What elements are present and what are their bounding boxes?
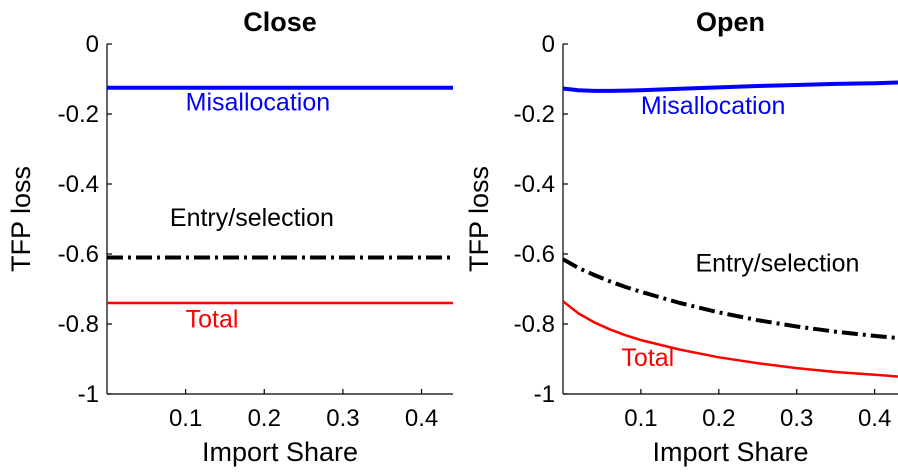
chart-title: Open — [696, 7, 765, 37]
series-annotation: Entry/selection — [695, 250, 859, 278]
y-tick-label: -1 — [534, 381, 555, 408]
x-tick-label: 0.2 — [248, 405, 281, 432]
x-tick-label: 0.4 — [858, 405, 891, 432]
y-tick-label: -1 — [78, 381, 99, 408]
series-annotation: Entry/selection — [170, 204, 334, 232]
y-tick-label: 0 — [542, 31, 555, 58]
x-tick-label: 0.2 — [702, 405, 735, 432]
x-tick-label: 0.3 — [326, 405, 359, 432]
chart-close: Close 0 -0.2 -0.4 -0.6 -0.8 -1 0.1 0.2 0.3 0.4 Impo… — [6, 7, 453, 467]
x-tick-label: 0.1 — [169, 405, 202, 432]
series-annotation: Total — [186, 306, 239, 334]
y-tick-label: -0.2 — [58, 101, 99, 128]
y-tick-label: -0.6 — [58, 241, 99, 268]
y-tick-label: -0.8 — [514, 311, 555, 338]
x-tick-label: 0.4 — [405, 405, 438, 432]
series-annotation: Misallocation — [186, 89, 331, 117]
x-tick-label: 0.1 — [624, 405, 657, 432]
chart-open: Open 0 -0.2 -0.4 -0.6 -0.8 -1 0.1 0.2 0.3 0.4 Impor… — [464, 7, 898, 467]
x-tick-label: 0.3 — [780, 405, 813, 432]
y-axis-label: TFP loss — [6, 166, 36, 272]
y-tick-label: -0.6 — [514, 241, 555, 268]
y-tick-label: -0.4 — [514, 171, 555, 198]
y-tick-label: 0 — [86, 31, 99, 58]
x-axis-label: Import Share — [202, 437, 358, 467]
series-annotation: Misallocation — [641, 92, 786, 120]
y-tick-label: -0.2 — [514, 101, 555, 128]
series-line-misallocation — [563, 83, 898, 91]
y-axis-label: TFP loss — [464, 166, 494, 272]
series-annotation: Total — [621, 344, 674, 372]
x-axis-label: Import Share — [652, 437, 808, 467]
y-tick-label: -0.4 — [58, 171, 99, 198]
y-tick-label: -0.8 — [58, 311, 99, 338]
series-line-total — [563, 301, 898, 376]
chart-title: Close — [243, 7, 317, 37]
